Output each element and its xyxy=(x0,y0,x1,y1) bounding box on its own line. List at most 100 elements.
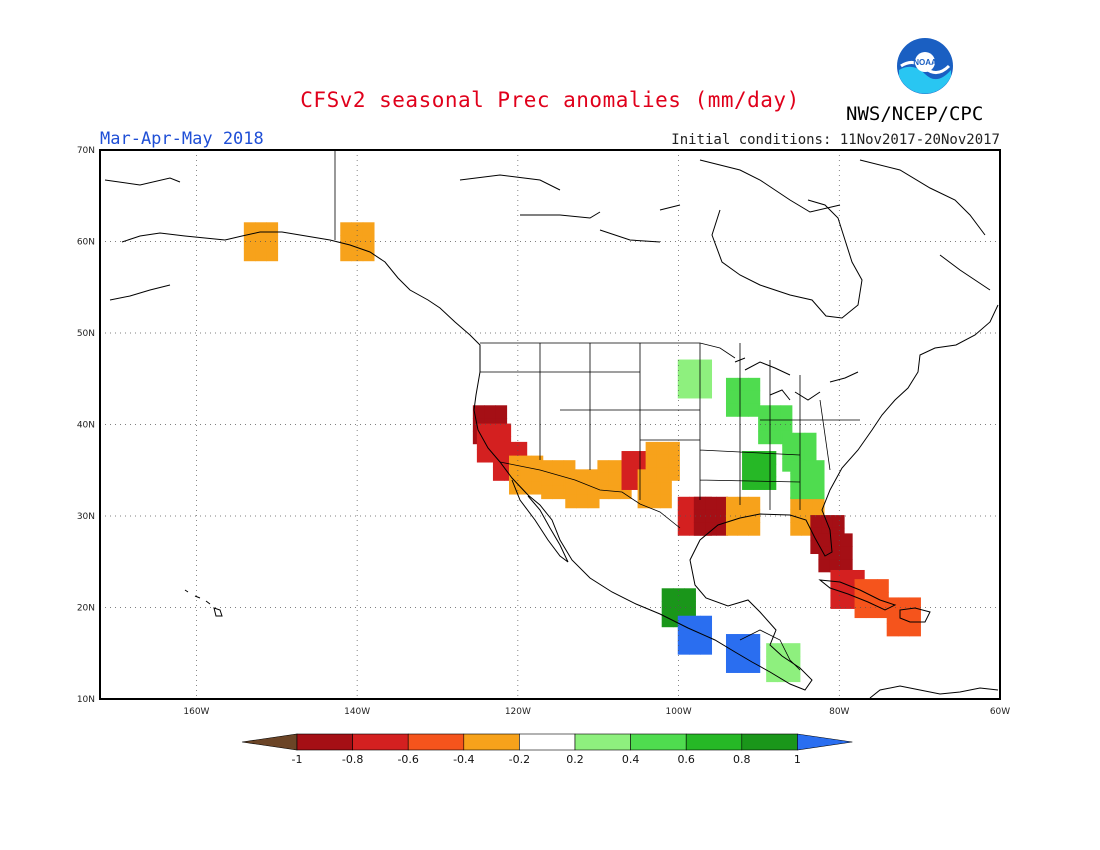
anomaly-cell xyxy=(877,579,889,593)
coastlines xyxy=(104,159,999,699)
anomaly-cell xyxy=(748,659,761,673)
anomaly-cell xyxy=(619,485,632,500)
anomaly-cell xyxy=(812,496,825,511)
anomaly-cell xyxy=(897,610,910,624)
us-state-lines xyxy=(480,343,860,510)
anomaly-cell xyxy=(637,482,650,496)
anomaly-cell xyxy=(790,460,803,474)
anomaly-cell xyxy=(812,485,825,500)
anomaly-cell xyxy=(801,460,814,474)
anomaly-cell xyxy=(705,522,717,536)
anomaly-cell xyxy=(830,595,843,609)
north-america-coastline xyxy=(121,231,999,691)
anomaly-cell xyxy=(705,496,717,511)
anomaly-cell xyxy=(621,451,634,465)
anomaly-cell xyxy=(689,628,701,642)
anomaly-cell xyxy=(597,472,610,487)
anomaly-cell xyxy=(645,454,658,469)
anomaly-cell xyxy=(810,540,823,555)
colorbar-tick-label: 0.6 xyxy=(677,753,695,766)
anomaly-cell xyxy=(660,482,672,496)
anomaly-cell xyxy=(829,546,842,560)
anomaly-cell xyxy=(909,623,921,637)
anomaly-cell xyxy=(661,601,674,615)
anomaly-cell xyxy=(764,476,777,490)
anomaly-cell xyxy=(637,494,650,509)
anomaly-cell xyxy=(351,222,364,236)
anomaly-cell xyxy=(565,482,578,496)
anomaly-cell xyxy=(840,546,853,560)
lat-tick-label: 20N xyxy=(77,604,95,614)
lon-tick-label: 60W xyxy=(990,707,1010,717)
hawaii-coastline xyxy=(184,589,223,617)
anomaly-cell xyxy=(748,646,761,661)
anomaly-cell xyxy=(541,485,553,500)
anomaly-cell xyxy=(886,610,899,624)
anomaly-cell xyxy=(810,527,823,542)
anomaly-cell xyxy=(677,385,690,399)
lat-tick-label: 50N xyxy=(77,329,95,339)
anomaly-cell xyxy=(748,496,761,511)
anomaly-cell xyxy=(758,430,770,445)
anomaly-cell xyxy=(499,423,512,437)
anomaly-cell xyxy=(645,441,658,456)
anomaly-cell xyxy=(677,628,690,642)
anomaly-cell xyxy=(362,235,375,249)
anomaly-cell xyxy=(495,405,508,419)
colorbar-tick-label: -0.8 xyxy=(342,753,363,766)
anomaly-cell xyxy=(742,463,754,478)
anomaly-cell xyxy=(766,655,778,670)
lon-tick-label: 100W xyxy=(666,707,692,717)
anomaly-cell xyxy=(742,476,754,490)
anomaly-cell xyxy=(782,458,794,472)
central-america-borders xyxy=(739,629,801,671)
anomaly-cell xyxy=(801,472,814,487)
anomaly-cell xyxy=(531,468,544,482)
anomaly-cell xyxy=(748,390,761,404)
anomaly-cell xyxy=(677,509,690,523)
anomaly-cell xyxy=(737,390,749,404)
lon-tick-label: 120W xyxy=(505,707,531,717)
anomaly-cell xyxy=(576,482,589,496)
anomaly-cell xyxy=(661,588,674,602)
anomaly-cell xyxy=(777,655,790,670)
anomaly-cell xyxy=(748,634,761,648)
anomaly-cell xyxy=(790,522,803,536)
anomaly-cell xyxy=(677,641,690,655)
lon-tick-label: 160W xyxy=(183,707,209,717)
anomaly-cell xyxy=(668,441,680,456)
anomaly-cell xyxy=(764,463,777,478)
arctic-islands-coastline xyxy=(104,159,991,301)
anomaly-cell xyxy=(865,591,878,606)
anomaly-cell xyxy=(362,247,375,262)
anomaly-cell xyxy=(865,579,878,593)
cuba-coastline xyxy=(818,579,897,611)
anomaly-cell xyxy=(608,460,621,474)
anomaly-cell xyxy=(700,385,713,399)
anomaly-cell xyxy=(668,467,680,481)
anomaly-cell xyxy=(563,460,576,474)
anomaly-cell xyxy=(725,496,738,511)
anomaly-cell xyxy=(266,247,279,262)
anomaly-cell xyxy=(801,509,814,523)
anomaly-cell xyxy=(608,472,621,487)
anomaly-cell xyxy=(790,485,803,500)
anomaly-cell xyxy=(484,405,496,419)
anomaly-cell xyxy=(531,481,544,495)
anomaly-cell xyxy=(788,668,801,683)
anomaly-cell xyxy=(804,445,817,459)
lat-tick-label: 60N xyxy=(77,238,95,248)
anomaly-cell xyxy=(552,485,565,500)
anomaly-cell xyxy=(637,469,650,483)
anomaly-cell xyxy=(748,522,761,536)
anomaly-cell xyxy=(255,247,267,262)
anomaly-cell xyxy=(801,496,814,511)
anomaly-cell xyxy=(841,569,854,584)
anomaly-cell xyxy=(854,579,867,593)
anomaly-cell xyxy=(897,623,910,637)
anomaly-cell xyxy=(753,476,766,490)
anomaly-cell xyxy=(648,494,661,509)
anomaly-cell xyxy=(782,445,794,459)
lat-tick-label: 30N xyxy=(77,512,95,522)
